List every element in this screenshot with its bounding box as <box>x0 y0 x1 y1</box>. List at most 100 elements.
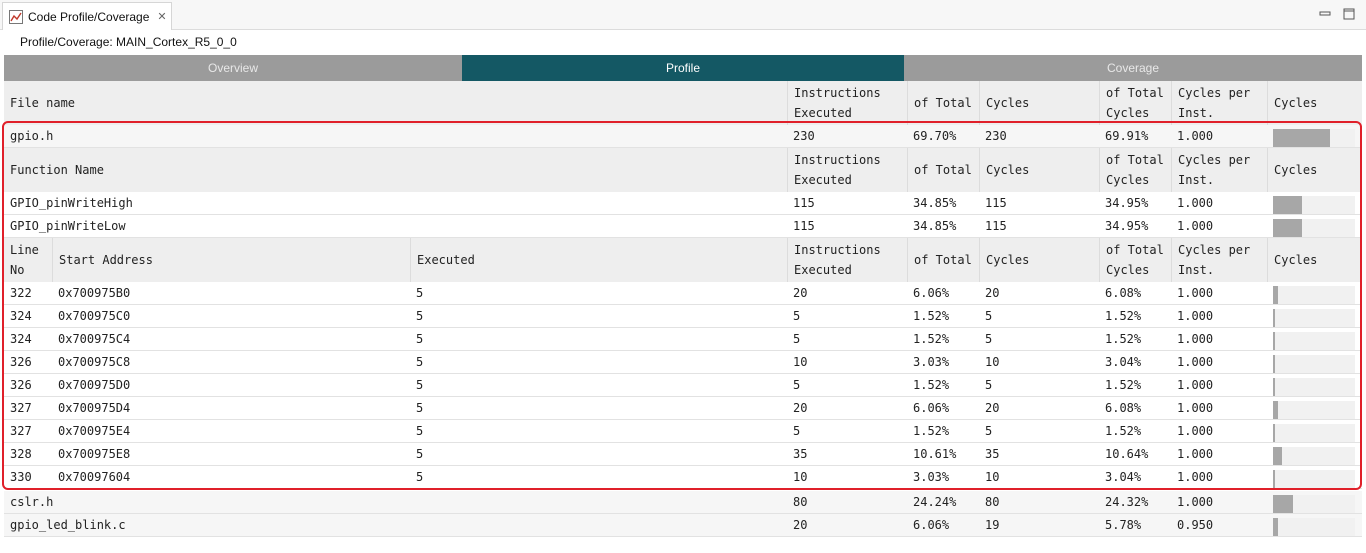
line-row-of-total-cycles: 3.04% <box>1105 470 1142 484</box>
tab-profile[interactable]: Profile <box>462 55 904 81</box>
cycles-bar <box>1273 495 1355 513</box>
function-row-cpi: 1.000 <box>1177 196 1214 210</box>
line-row-instr: 10 <box>793 355 808 369</box>
line-row-instr: 5 <box>793 378 801 392</box>
cycles-bar-fill <box>1273 424 1275 442</box>
cycles-bar-fill <box>1273 518 1278 536</box>
line-row-of-total-cycles: 1.52% <box>1105 332 1142 346</box>
file-row-of-total-cycles: 5.78% <box>1105 518 1142 532</box>
maximize-icon[interactable] <box>1343 8 1355 20</box>
file-row[interactable]: gpio.h 230 69.70% 230 69.91% 1.000 <box>4 125 1362 148</box>
cycles-bar-fill <box>1273 495 1293 513</box>
cycles-bar-fill <box>1273 219 1302 237</box>
function-row-instr: 115 <box>793 196 815 210</box>
line-row-cycles: 5 <box>985 309 993 323</box>
line-row-addr: 0x700975C8 <box>58 355 131 369</box>
line-row-of-total-cycles: 10.64% <box>1105 447 1149 461</box>
column-header: of Total <box>907 81 979 125</box>
column-header: of Total Cycles <box>1099 238 1171 282</box>
cycles-bar <box>1273 309 1355 327</box>
cycles-bar-fill <box>1273 196 1302 214</box>
file-row[interactable]: cslr.h 80 24.24% 80 24.32% 1.000 <box>4 491 1362 514</box>
line-row-cpi: 1.000 <box>1177 424 1214 438</box>
line-row[interactable]: 326 0x700975D0 5 5 1.52% 5 1.52% 1.000 <box>4 374 1362 397</box>
line-row-cycles: 20 <box>985 286 1000 300</box>
file-row-of-total-cycles: 24.32% <box>1105 495 1149 509</box>
view-tab-bar: Code Profile/Coverage ✕ <box>0 0 1366 30</box>
cycles-bar <box>1273 219 1355 237</box>
column-header: Function Name <box>10 163 104 177</box>
minimize-icon[interactable] <box>1319 8 1331 20</box>
file-row-of-total-cycles: 69.91% <box>1105 129 1149 143</box>
line-row-line: 322 <box>10 286 32 300</box>
column-header: Cycles <box>979 81 1099 125</box>
file-header-row: File name Instructions Executed of Total Cy… <box>4 81 1362 125</box>
tab-coverage[interactable]: Coverage <box>904 55 1362 81</box>
tab-overview[interactable]: Overview <box>4 55 462 81</box>
line-row-instr: 20 <box>793 401 808 415</box>
line-row-addr: 0x700975B0 <box>58 286 131 300</box>
function-row-name: GPIO_pinWriteLow <box>10 219 126 233</box>
line-row-cpi: 1.000 <box>1177 332 1214 346</box>
line-row-addr: 0x700975D0 <box>58 378 131 392</box>
cycles-bar <box>1273 447 1355 465</box>
line-row[interactable]: 324 0x700975C4 5 5 1.52% 5 1.52% 1.000 <box>4 328 1362 351</box>
chart-icon <box>9 9 23 24</box>
file-row[interactable]: gpio_led_blink.c 20 6.06% 19 5.78% 0.950 <box>4 514 1362 537</box>
line-row-cpi: 1.000 <box>1177 286 1214 300</box>
column-header: Cycles <box>1267 148 1362 192</box>
column-header: of Total <box>907 148 979 192</box>
line-row[interactable]: 327 0x700975E4 5 5 1.52% 5 1.52% 1.000 <box>4 420 1362 443</box>
view-tab-title: Code Profile/Coverage <box>28 9 150 24</box>
view-tab-code-profile[interactable]: Code Profile/Coverage ✕ <box>2 2 172 30</box>
line-row-line: 327 <box>10 424 32 438</box>
cycles-bar <box>1273 424 1355 442</box>
column-header: Instructions Executed <box>787 81 907 125</box>
line-row[interactable]: 327 0x700975D4 5 20 6.06% 20 6.08% 1.000 <box>4 397 1362 420</box>
function-row[interactable]: GPIO_pinWriteHigh 115 34.85% 115 34.95% 1.000 <box>4 192 1362 215</box>
cycles-bar <box>1273 286 1355 304</box>
line-row-of-total: 3.03% <box>913 470 950 484</box>
column-header: Cycles <box>1267 238 1362 282</box>
line-row-cpi: 1.000 <box>1177 447 1214 461</box>
line-row-executed: 5 <box>416 286 424 300</box>
close-icon[interactable]: ✕ <box>157 10 167 23</box>
line-row-cycles: 35 <box>985 447 1000 461</box>
file-row-name: cslr.h <box>10 495 54 509</box>
file-row-cpi: 1.000 <box>1177 495 1214 509</box>
line-row-cpi: 1.000 <box>1177 470 1214 484</box>
line-row-of-total: 1.52% <box>913 332 950 346</box>
line-row-of-total: 3.03% <box>913 355 950 369</box>
line-row-cpi: 1.000 <box>1177 355 1214 369</box>
line-row[interactable]: 328 0x700975E8 5 35 10.61% 35 10.64% 1.000 <box>4 443 1362 466</box>
line-row-addr: 0x700975C0 <box>58 309 131 323</box>
line-row-of-total-cycles: 1.52% <box>1105 378 1142 392</box>
line-row-of-total: 6.06% <box>913 286 950 300</box>
line-row-of-total-cycles: 1.52% <box>1105 424 1142 438</box>
column-header: File name <box>10 96 76 110</box>
line-row-cycles: 10 <box>985 355 1000 369</box>
line-row[interactable]: 322 0x700975B0 5 20 6.06% 20 6.08% 1.000 <box>4 282 1362 305</box>
line-row-cycles: 20 <box>985 401 1000 415</box>
line-row-instr: 5 <box>793 424 801 438</box>
line-row-of-total: 1.52% <box>913 309 950 323</box>
file-row-cycles: 80 <box>985 495 1000 509</box>
column-header: Instructions Executed <box>787 238 907 282</box>
line-row[interactable]: 324 0x700975C0 5 5 1.52% 5 1.52% 1.000 <box>4 305 1362 328</box>
line-row-addr: 0x700975D4 <box>58 401 131 415</box>
line-row[interactable]: 326 0x700975C8 5 10 3.03% 10 3.04% 1.000 <box>4 351 1362 374</box>
function-row-of-total: 34.85% <box>913 196 957 210</box>
line-row-executed: 5 <box>416 447 424 461</box>
function-row-of-total-cycles: 34.95% <box>1105 219 1149 233</box>
cycles-bar <box>1273 196 1355 214</box>
column-header: Cycles per Inst. <box>1171 238 1267 282</box>
line-row-executed: 5 <box>416 401 424 415</box>
line-row-executed: 5 <box>416 378 424 392</box>
line-row[interactable]: 330 0x70097604 5 10 3.03% 10 3.04% 1.000 <box>4 466 1362 489</box>
line-row-instr: 5 <box>793 309 801 323</box>
line-row-instr: 5 <box>793 332 801 346</box>
profile-subtitle: Profile/Coverage: MAIN_Cortex_R5_0_0 <box>20 35 237 49</box>
column-header: of Total Cycles <box>1099 148 1171 192</box>
file-row-cycles: 19 <box>985 518 1000 532</box>
function-row[interactable]: GPIO_pinWriteLow 115 34.85% 115 34.95% 1.000 <box>4 215 1362 238</box>
